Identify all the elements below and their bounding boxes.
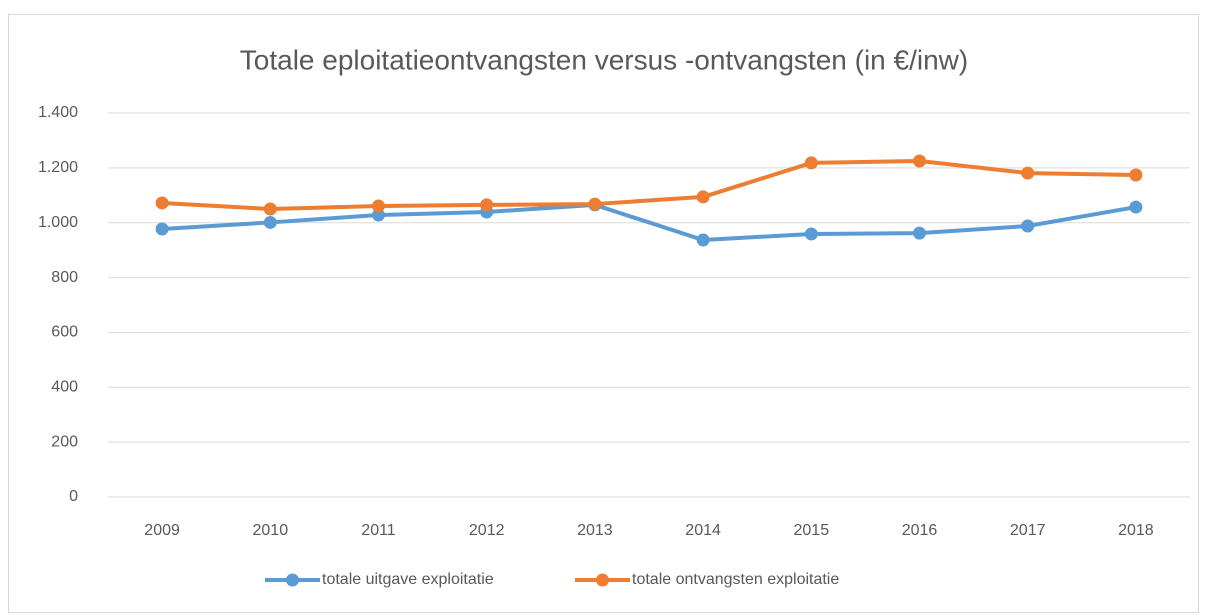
chart-title: Totale eploitatieontvangsten versus -ont…	[240, 44, 968, 75]
x-tick-label: 2009	[144, 522, 180, 539]
data-point	[155, 196, 169, 210]
data-point	[588, 197, 602, 211]
y-tick-label: 600	[51, 324, 78, 341]
data-point	[1021, 166, 1035, 180]
x-tick-label: 2017	[1010, 522, 1046, 539]
y-tick-label: 1.000	[38, 214, 78, 231]
x-tick-label: 2014	[685, 522, 721, 539]
legend-label: totale uitgave exploitatie	[322, 571, 494, 588]
legend-label: totale ontvangsten exploitatie	[632, 571, 839, 588]
y-tick-label: 1.200	[38, 159, 78, 176]
data-point	[1129, 200, 1143, 214]
data-point	[263, 215, 277, 229]
data-point	[696, 190, 710, 204]
data-point	[804, 156, 818, 170]
x-tick-label: 2018	[1118, 522, 1154, 539]
data-point	[372, 208, 385, 222]
y-tick-label: 400	[51, 379, 78, 396]
y-tick-label: 200	[51, 433, 78, 450]
data-point	[1021, 219, 1035, 233]
x-tick-label: 2010	[253, 522, 289, 539]
legend-marker	[286, 573, 299, 587]
series-line	[161, 202, 1137, 242]
x-tick-label: 2016	[902, 522, 938, 539]
data-point	[155, 222, 169, 236]
y-tick-label: 800	[51, 269, 78, 286]
data-point	[804, 227, 818, 241]
chart-border	[8, 14, 1199, 613]
x-tick-label: 2013	[577, 522, 613, 539]
data-point	[372, 199, 385, 213]
y-tick-label: 1.400	[38, 104, 78, 121]
x-tick-label: 2012	[469, 522, 505, 539]
data-point	[913, 154, 926, 168]
x-tick-label: 2015	[794, 522, 830, 539]
data-point	[1129, 168, 1143, 182]
legend-marker	[596, 573, 609, 587]
data-point	[263, 202, 277, 216]
x-tick-label: 2011	[361, 522, 396, 539]
data-point	[913, 226, 926, 240]
series-line	[161, 159, 1136, 211]
data-point	[696, 233, 710, 247]
data-point	[480, 198, 494, 212]
y-tick-label: 0	[69, 488, 78, 505]
